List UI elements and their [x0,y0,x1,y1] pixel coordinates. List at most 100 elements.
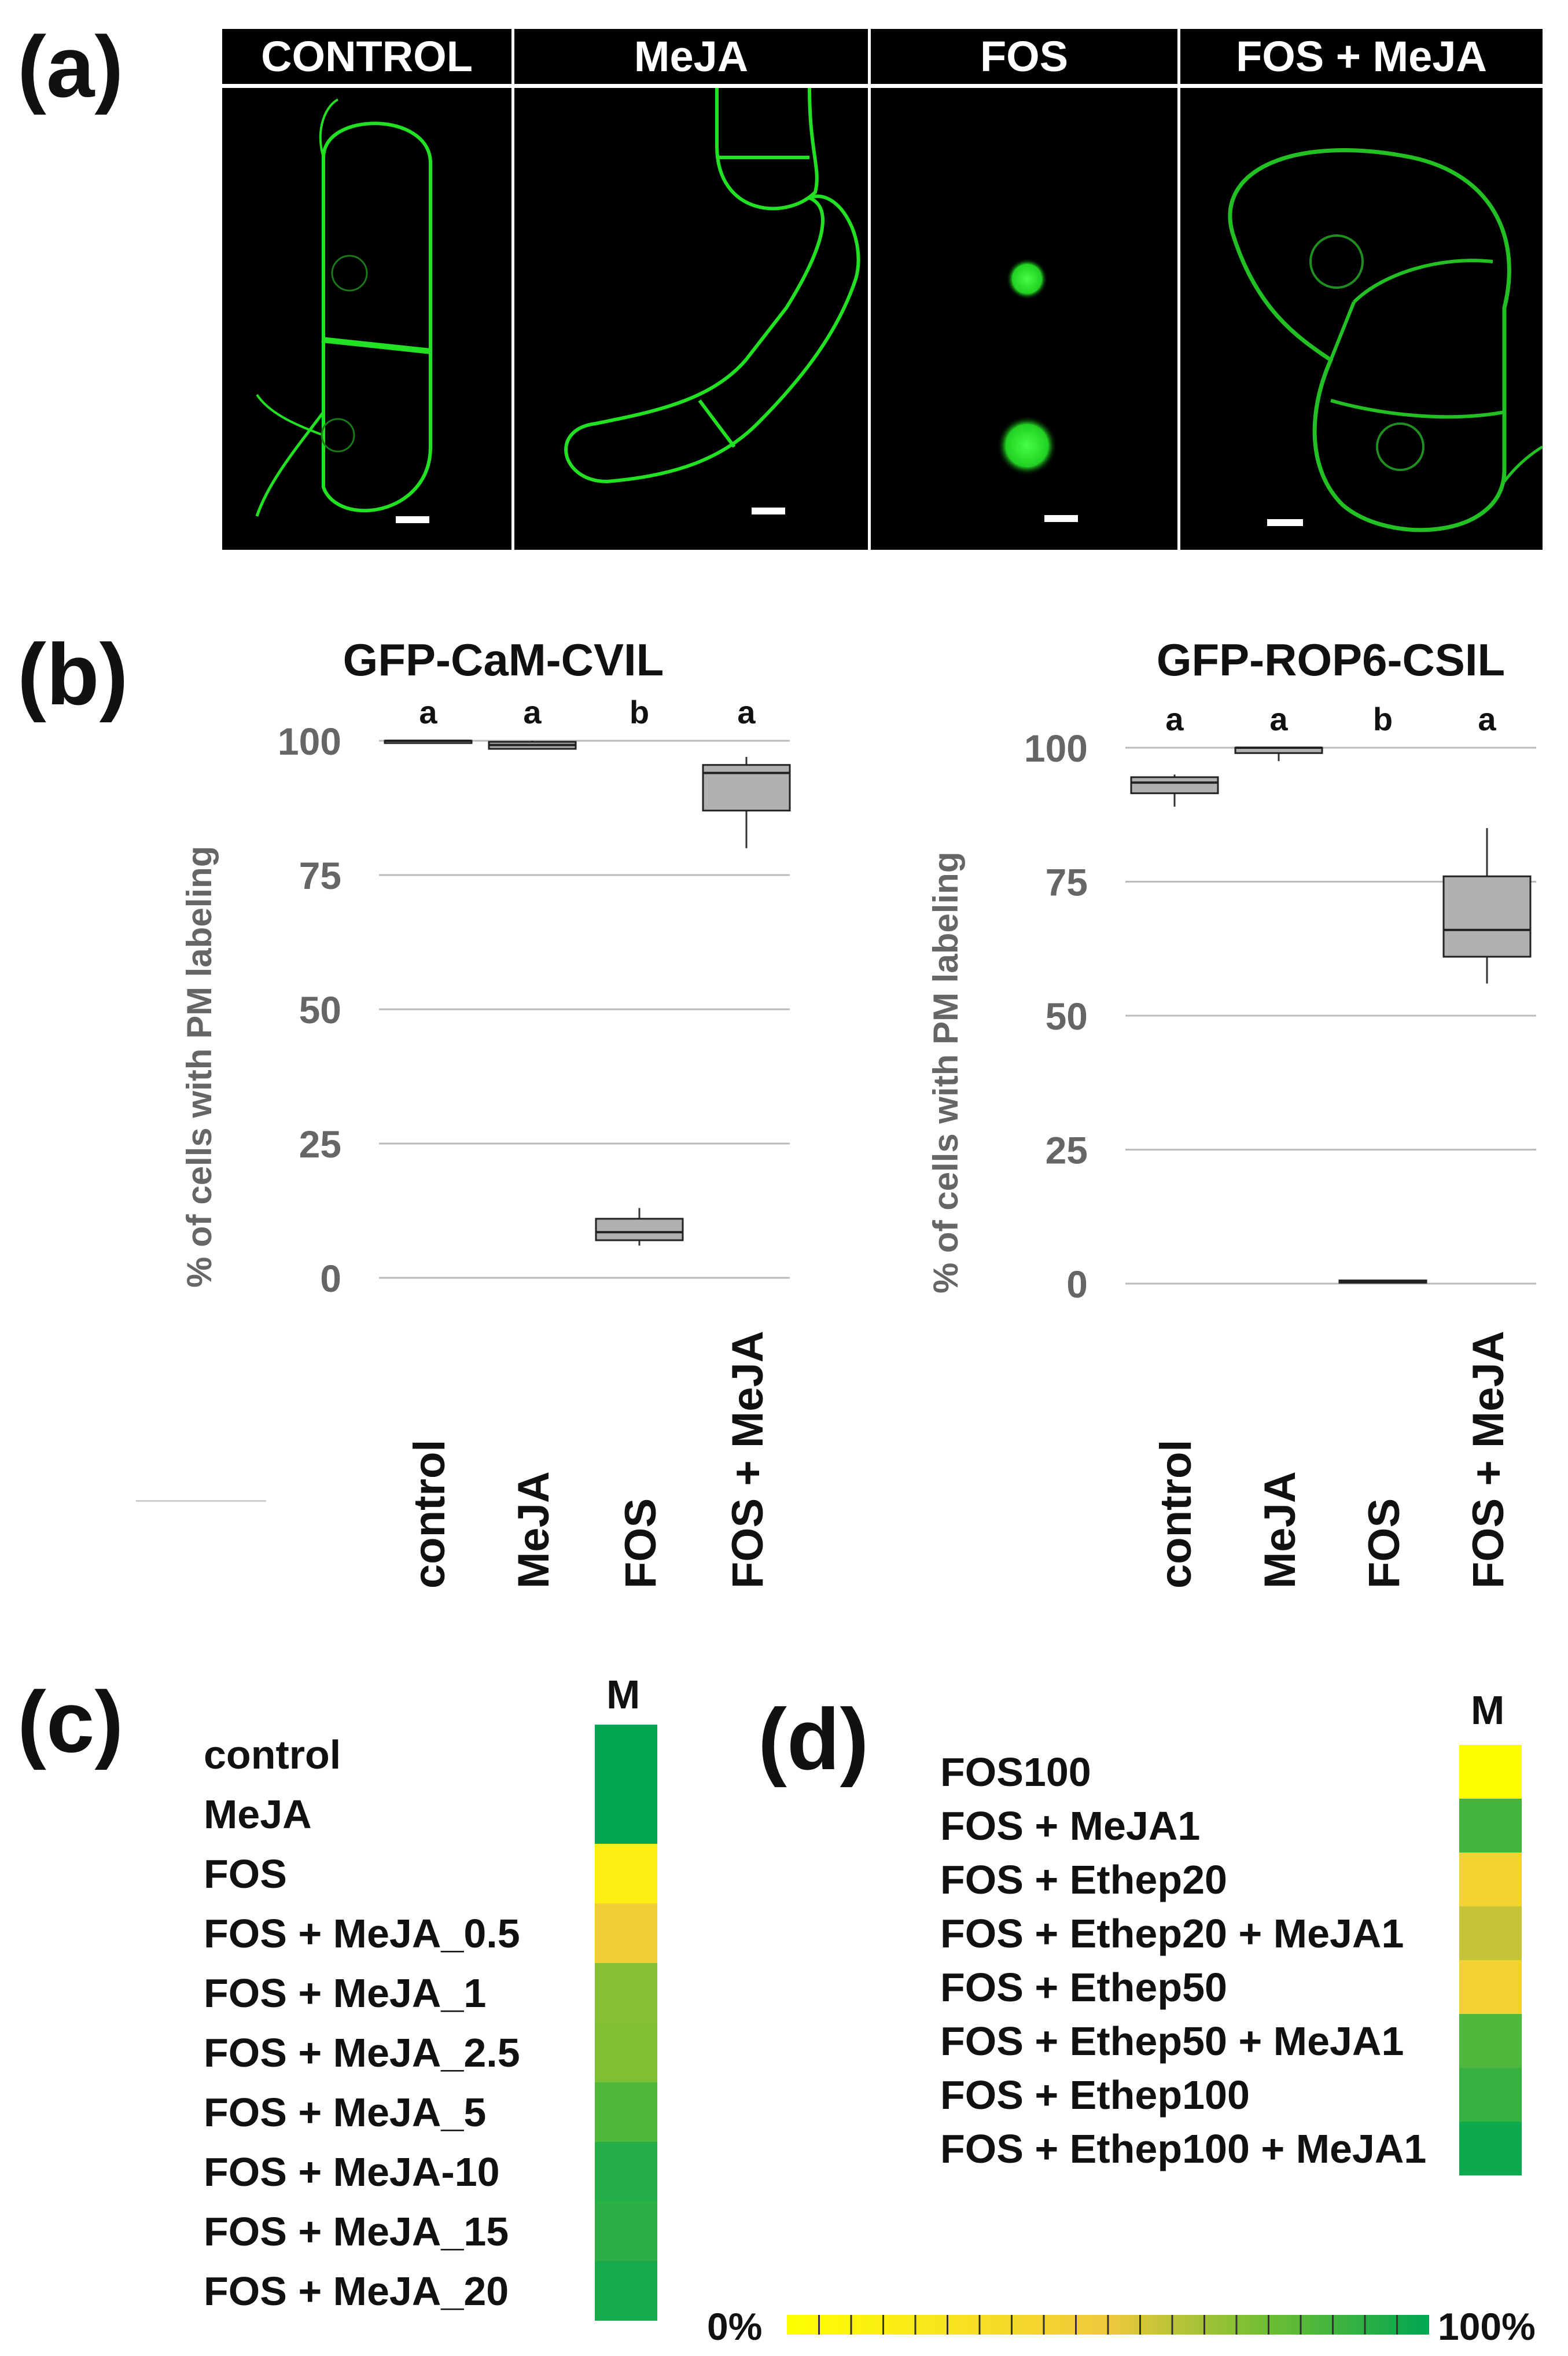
y-tick-label-rop6-3: 75 [1046,861,1088,904]
box-rop6-3 [1442,828,1532,984]
y-tick-label-rop6-4: 100 [1024,727,1088,770]
panel-label-b: (b) [17,626,128,723]
heatmap-c-row-label-7: FOS + MeJA-10 [204,2149,500,2195]
panel-label-d: (d) [758,1690,869,1788]
colorbar [787,2315,1429,2335]
significance-letter-cam-0: a [419,694,437,730]
heatmap-c-cell-4 [595,1963,657,2023]
y-tick-label-cam-3: 75 [299,854,341,897]
heatmap-c-cell-8 [595,2201,657,2261]
box-rop6-1 [1234,747,1323,762]
heatmap-d-cell-7 [1459,2122,1522,2175]
category-label-rop6-2: FOS [1360,1498,1409,1589]
heatmap-d-row-label-4: FOS + Ethep50 [940,1964,1227,2010]
box-cam-0 [384,740,473,744]
heatmap-d-row-label-2: FOS + Ethep20 [940,1857,1227,1902]
significance-letter-cam-2: b [630,694,649,730]
box-cam-2 [595,1208,684,1246]
heatmap-c-row-label-4: FOS + MeJA_1 [204,1970,487,2016]
box-rect-cam-3 [702,764,791,812]
heatmap-c-cell-0 [595,1725,657,1784]
y-tick-label-cam-2: 50 [299,988,341,1031]
y-tick-label-cam-1: 25 [299,1123,341,1166]
box-rop6-0 [1130,774,1219,807]
micrograph-header-meja: MeJA [514,29,868,88]
colorbar-max-label: 100% [1438,2305,1536,2348]
significance-letter-rop6-1: a [1269,701,1288,737]
y-tick-label-cam-4: 100 [278,720,341,763]
heatmap-d-cell-3 [1459,1906,1522,1960]
significance-letter-rop6-0: a [1165,701,1184,737]
category-label-cam-3: FOS + MeJA [723,1330,772,1589]
heatmap-d-cell-2 [1459,1853,1522,1906]
heatmap-c-row-label-2: FOS [204,1851,287,1896]
category-label-cam-0: control [405,1439,454,1589]
box-rect-rop6-0 [1130,776,1219,795]
category-label-rop6-3: FOS + MeJA [1464,1330,1513,1589]
heatmap-d [1459,1745,1522,2175]
micrograph-header-fos: FOS [871,29,1177,88]
heatmap-c-column-label: M [606,1672,641,1717]
heatmap-c-cell-6 [595,2082,657,2142]
box-rect-rop6-3 [1442,875,1532,958]
y-tick-label-rop6-2: 50 [1046,995,1088,1038]
heatmap-d-row-label-0: FOS100 [940,1749,1091,1795]
heatmap-d-cell-5 [1459,2014,1522,2068]
chart-title-cam: GFP-CaM-CVIL [343,634,664,685]
heatmap-c-row-label-3: FOS + MeJA_0.5 [204,1910,520,1956]
heatmap-c-cell-2 [595,1844,657,1903]
heatmap-d-cell-0 [1459,1745,1522,1799]
significance-letter-rop6-3: a [1478,701,1496,737]
micrograph-header-fos-meja: FOS + MeJA [1180,29,1543,88]
heatmap-c-row-label-0: control [204,1732,341,1777]
heatmap-c-cell-5 [595,2023,657,2082]
heatmap-c-row-label-9: FOS + MeJA_20 [204,2268,509,2314]
heatmap-c-row-label-8: FOS + MeJA_15 [204,2208,509,2254]
heatmap-c-cell-1 [595,1784,657,1844]
panel-label-c: (c) [17,1673,124,1770]
heatmap-c-row-label-1: MeJA [204,1791,312,1837]
heatmap-d-cell-4 [1459,1960,1522,2014]
cell-image-control [255,98,432,523]
chart-title-rop6: GFP-ROP6-CSIL [1156,634,1506,685]
y-tick-label-rop6-1: 25 [1046,1129,1088,1172]
box-rop6-2 [1338,1279,1427,1284]
divider-line [136,1500,266,1502]
heatmap-d-row-label-5: FOS + Ethep50 + MeJA1 [940,2018,1404,2064]
box-cam-1 [488,741,577,750]
significance-letter-rop6-2: b [1373,701,1393,737]
cell-image-fos-meja [1228,148,1543,532]
heatmap-c-row-label-6: FOS + MeJA_5 [204,2089,487,2135]
heatmap-c-cell-3 [595,1903,657,1963]
micrograph-control: CONTROL [222,29,511,550]
micrograph-fos: FOS [871,29,1177,550]
significance-letter-cam-1: a [523,694,542,730]
micrograph-header-control: CONTROL [222,29,511,88]
heatmap-d-cell-1 [1459,1799,1522,1853]
category-label-rop6-0: control [1151,1439,1201,1589]
heatmap-c [595,1725,657,2321]
colorbar-min-label: 0% [707,2305,763,2348]
category-label-rop6-1: MeJA [1256,1471,1305,1589]
category-label-cam-1: MeJA [509,1471,558,1589]
box-rect-cam-2 [595,1218,684,1241]
heatmap-c-cell-9 [595,2261,657,2321]
heatmap-d-row-label-3: FOS + Ethep20 + MeJA1 [940,1910,1404,1956]
panel-label-a: (a) [17,18,124,115]
y-tick-label-cam-0: 0 [320,1257,341,1300]
heatmap-d-row-label-1: FOS + MeJA1 [940,1803,1201,1848]
heatmap-d-row-label-6: FOS + Ethep100 [940,2072,1250,2118]
cell-image-fos [997,258,1078,522]
significance-letter-cam-3: a [737,694,756,730]
heatmap-c-row-label-5: FOS + MeJA_2.5 [204,2030,520,2075]
category-label-cam-2: FOS [616,1498,665,1589]
y-tick-label-rop6-0: 0 [1066,1263,1088,1306]
heatmap-c-cell-7 [595,2142,657,2201]
heatmap-d-column-label: M [1471,1688,1505,1733]
micrograph-fos-meja: FOS + MeJA [1180,29,1543,550]
box-cam-3 [702,756,791,848]
box-plots: 0 25 50 75 100 a control a MeJA b FOS a FOS + MeJA 0 2… [278,694,1536,1589]
micrograph-meja: MeJA [514,29,868,550]
heatmap-d-cell-6 [1459,2068,1522,2122]
heatmap-d-row-label-7: FOS + Ethep100 + MeJA1 [940,2126,1427,2171]
